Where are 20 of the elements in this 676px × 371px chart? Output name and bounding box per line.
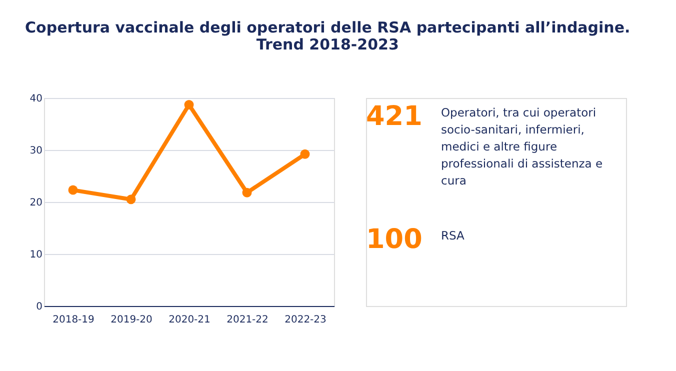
- x-tick-label: 2019-20: [110, 314, 152, 326]
- point: [126, 194, 136, 204]
- chart-title: Copertura vaccinale degli operatori delle RSA partecipanti all’indagine. Trend 2018-2023: [25, 18, 630, 54]
- text: RSA: [441, 228, 465, 242]
- y-tick-label: 40: [30, 94, 42, 104]
- x-tick-label: 2018-19: [52, 314, 94, 326]
- x-tick-label: 2022-23: [284, 314, 326, 326]
- y-tick-label: 0: [36, 302, 42, 312]
- point: [242, 188, 252, 198]
- text: 100: [366, 224, 422, 255]
- y-tick-label: 20: [30, 198, 42, 208]
- text: 421: [366, 100, 422, 132]
- point: [184, 100, 194, 110]
- y-tick-label: 30: [30, 146, 42, 156]
- text: Operatori, tra cui operatori socio-sanitari, infermieri, medici e altre figure professionali di assistenza e cura: [441, 105, 603, 188]
- y-tick-label: 10: [30, 250, 42, 260]
- point: [68, 185, 78, 195]
- point: [300, 149, 310, 159]
- x-tick-label: 2021-22: [226, 314, 268, 326]
- x-tick-label: 2020-21: [168, 314, 210, 326]
